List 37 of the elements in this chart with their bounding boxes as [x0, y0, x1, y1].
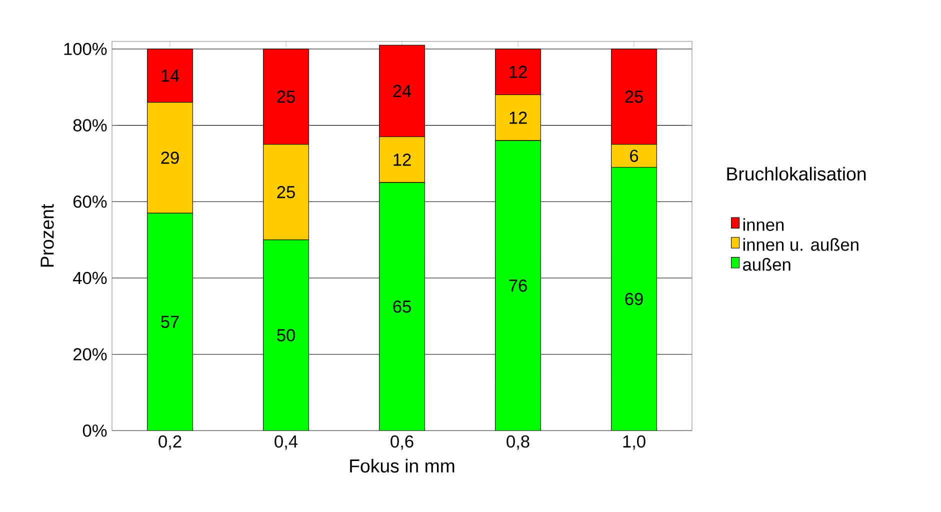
y-axis-title: Prozent: [40, 204, 54, 267]
bar: [147, 212, 193, 431]
y-tick-label: 60%: [73, 196, 107, 208]
data-label: 6: [630, 150, 638, 162]
data-label: 69: [625, 292, 643, 306]
x-tick-label: 1,0: [623, 435, 646, 450]
data-label: 14: [162, 70, 180, 82]
data-label: 12: [394, 154, 411, 166]
y-tick-label: 80%: [73, 119, 107, 132]
x-tick-label: 0,2: [158, 435, 182, 450]
legend-label: innen: [743, 218, 784, 231]
data-label: 57: [161, 316, 179, 328]
bar: [495, 140, 541, 431]
data-label: 25: [277, 186, 295, 198]
x-tick-label: 0,6: [390, 435, 414, 450]
y-tick-label: 0%: [82, 424, 107, 437]
y-tick-label: 40%: [73, 272, 107, 284]
data-label: 25: [277, 90, 295, 103]
bar: [263, 240, 309, 431]
data-label: 24: [393, 84, 412, 98]
data-label: 65: [393, 300, 411, 313]
legend-label: außen: [743, 258, 790, 271]
legend-title: Bruchlokalisation: [727, 166, 866, 181]
y-tick-label: 20%: [73, 348, 107, 360]
data-label: 76: [509, 279, 527, 292]
y-tick-label: 100%: [64, 42, 107, 56]
data-label: 29: [161, 152, 179, 164]
legend-label: innen u. außen: [743, 238, 858, 251]
data-label: 25: [625, 90, 643, 103]
data-label: 12: [510, 66, 527, 78]
bar: [611, 167, 657, 431]
x-tick-label: 0,4: [274, 435, 298, 450]
x-axis-title: Fokus in mm: [350, 458, 454, 473]
bar: [379, 182, 425, 431]
x-tick-label: 0,8: [506, 435, 530, 450]
data-label: 50: [277, 329, 295, 342]
data-label: 12: [510, 112, 527, 124]
